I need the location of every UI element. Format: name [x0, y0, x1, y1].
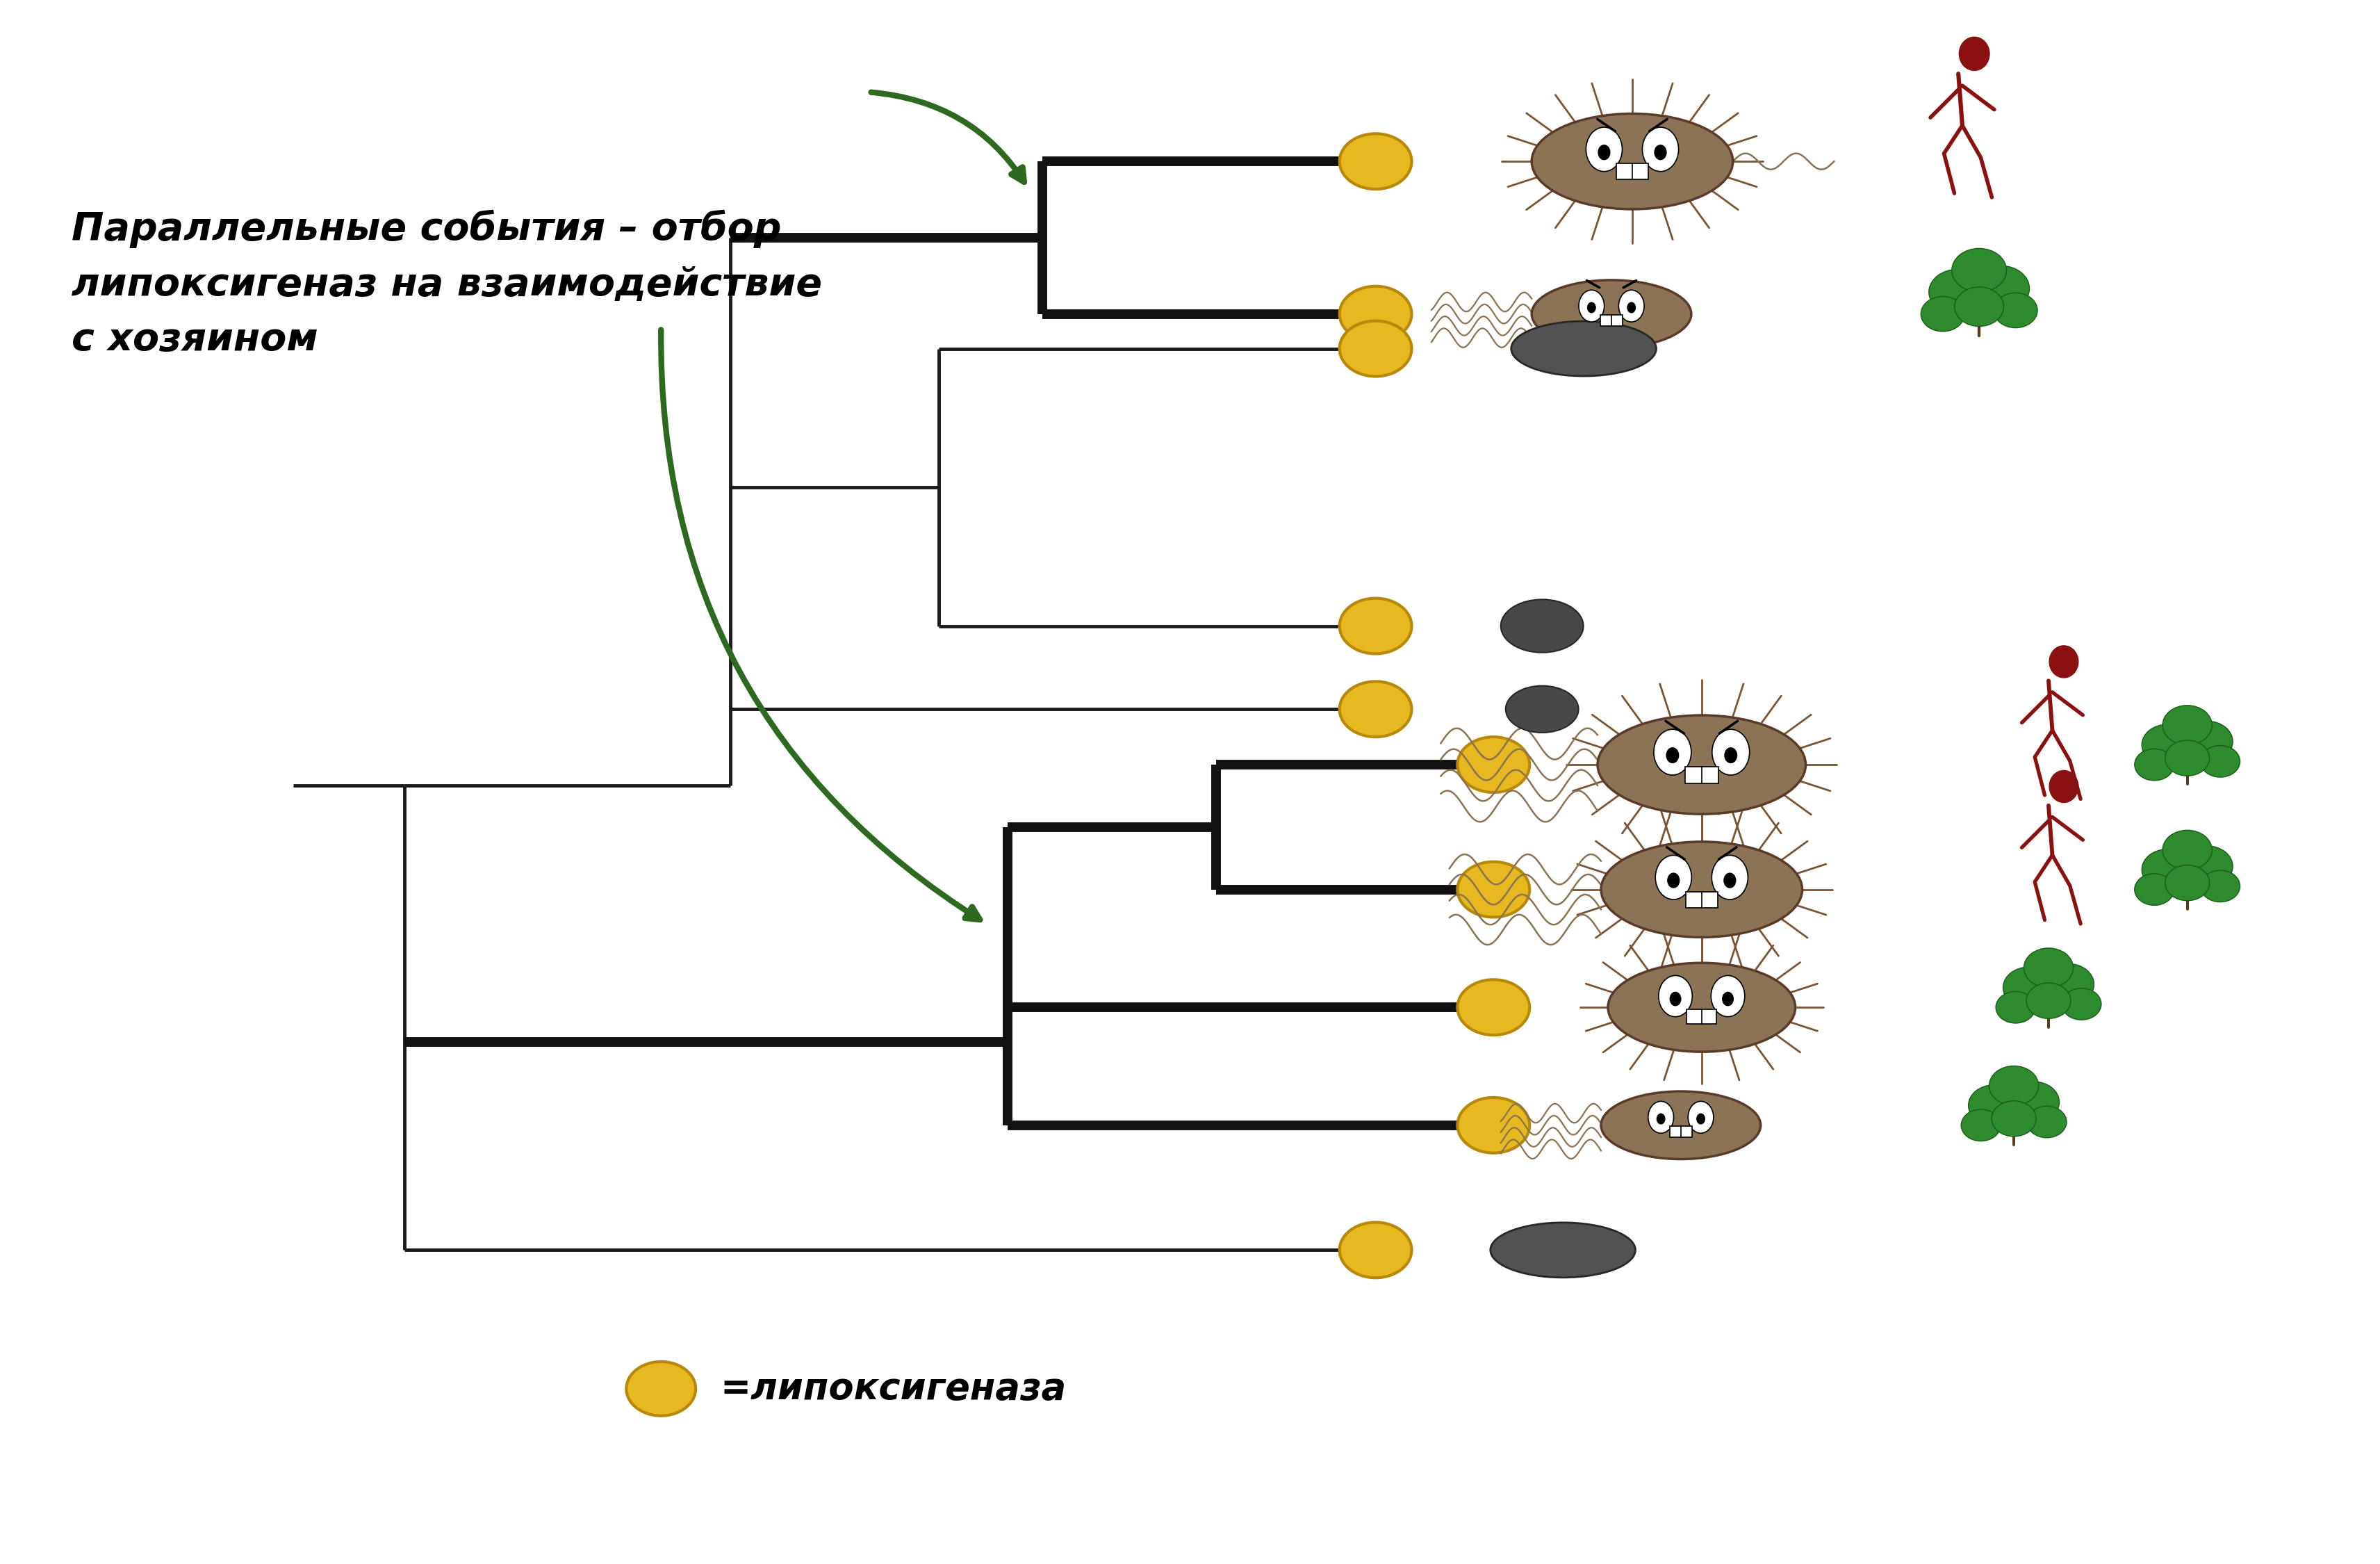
Ellipse shape — [1340, 1223, 1411, 1278]
Ellipse shape — [2142, 724, 2194, 765]
Ellipse shape — [1654, 729, 1692, 776]
Ellipse shape — [1340, 321, 1411, 377]
Ellipse shape — [1597, 715, 1806, 815]
Ellipse shape — [1618, 289, 1645, 322]
Ellipse shape — [1666, 748, 1678, 763]
Ellipse shape — [1340, 286, 1411, 341]
Ellipse shape — [1921, 297, 1964, 332]
Ellipse shape — [1666, 873, 1680, 888]
Ellipse shape — [1533, 280, 1692, 347]
FancyArrowPatch shape — [871, 92, 1023, 181]
Ellipse shape — [2004, 967, 2054, 1009]
Ellipse shape — [1656, 1114, 1666, 1125]
Ellipse shape — [1457, 1098, 1530, 1153]
Ellipse shape — [1697, 1114, 1704, 1125]
Ellipse shape — [1511, 321, 1656, 375]
Ellipse shape — [2028, 1106, 2066, 1137]
Ellipse shape — [1609, 963, 1795, 1053]
Ellipse shape — [1602, 841, 1802, 937]
Ellipse shape — [1990, 1067, 2040, 1106]
Ellipse shape — [1628, 302, 1635, 313]
Ellipse shape — [1340, 133, 1411, 189]
Ellipse shape — [1602, 1092, 1761, 1159]
Ellipse shape — [2166, 740, 2209, 776]
Ellipse shape — [1587, 302, 1597, 313]
Ellipse shape — [2009, 1082, 2059, 1123]
Ellipse shape — [1490, 1223, 1635, 1278]
Ellipse shape — [2163, 705, 2211, 744]
Ellipse shape — [2025, 984, 2071, 1018]
Ellipse shape — [1585, 127, 1623, 172]
Ellipse shape — [2061, 988, 2102, 1020]
Ellipse shape — [1723, 873, 1735, 888]
Ellipse shape — [1654, 144, 1666, 160]
Ellipse shape — [1961, 1109, 2002, 1142]
Ellipse shape — [1711, 856, 1747, 899]
Ellipse shape — [2166, 865, 2209, 901]
Ellipse shape — [1687, 1101, 1714, 1134]
Ellipse shape — [2163, 830, 2211, 870]
Ellipse shape — [1502, 599, 1583, 652]
Ellipse shape — [1642, 127, 1678, 172]
Ellipse shape — [1457, 979, 1530, 1035]
FancyBboxPatch shape — [1671, 1126, 1692, 1137]
Text: =липоксигеназа: =липоксигеназа — [721, 1370, 1066, 1406]
Ellipse shape — [1340, 599, 1411, 654]
FancyBboxPatch shape — [1616, 163, 1649, 180]
FancyBboxPatch shape — [1685, 766, 1718, 784]
FancyArrowPatch shape — [662, 330, 981, 920]
Ellipse shape — [2182, 846, 2232, 887]
FancyBboxPatch shape — [1599, 314, 1623, 325]
Ellipse shape — [2182, 721, 2232, 762]
Ellipse shape — [2202, 871, 2240, 902]
FancyBboxPatch shape — [1685, 891, 1718, 907]
Ellipse shape — [1711, 976, 1745, 1017]
Ellipse shape — [1952, 249, 2006, 292]
Ellipse shape — [1973, 266, 2030, 311]
Ellipse shape — [2049, 771, 2078, 802]
Ellipse shape — [2042, 963, 2094, 1004]
Ellipse shape — [1597, 144, 1611, 160]
Ellipse shape — [1647, 1101, 1673, 1134]
Ellipse shape — [2049, 646, 2078, 677]
Text: Параллельные события – отбор
липоксигеназ на взаимодействие
с хозяином: Параллельные события – отбор липоксигена… — [71, 210, 821, 358]
Ellipse shape — [1578, 289, 1604, 322]
Ellipse shape — [1340, 682, 1411, 737]
Ellipse shape — [1659, 976, 1692, 1017]
Ellipse shape — [2135, 874, 2173, 906]
Ellipse shape — [1457, 862, 1530, 917]
Ellipse shape — [1507, 685, 1578, 732]
FancyBboxPatch shape — [1687, 1009, 1716, 1024]
Ellipse shape — [1954, 288, 2004, 327]
Ellipse shape — [1533, 114, 1733, 210]
Ellipse shape — [1997, 992, 2035, 1023]
Ellipse shape — [1959, 38, 1990, 70]
Ellipse shape — [1723, 748, 1737, 763]
Ellipse shape — [1457, 737, 1530, 793]
Ellipse shape — [1968, 1085, 2021, 1126]
Ellipse shape — [2202, 746, 2240, 777]
Ellipse shape — [1992, 1101, 2035, 1137]
Ellipse shape — [1994, 292, 2037, 328]
Ellipse shape — [2135, 749, 2173, 780]
Ellipse shape — [1928, 269, 1985, 314]
Ellipse shape — [1668, 992, 1680, 1006]
Ellipse shape — [1656, 856, 1692, 899]
Ellipse shape — [2142, 849, 2194, 890]
Ellipse shape — [1723, 992, 1733, 1006]
Ellipse shape — [2023, 948, 2073, 987]
Ellipse shape — [626, 1362, 695, 1415]
Ellipse shape — [1711, 729, 1749, 776]
